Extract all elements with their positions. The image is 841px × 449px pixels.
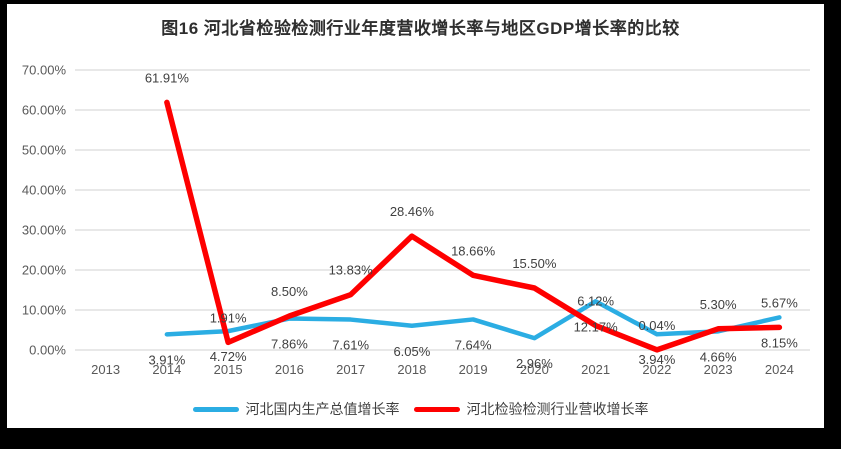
revenue-growth-line (164, 99, 783, 353)
y-axis-tick-label: 0.00% (29, 343, 66, 358)
gdp-data-label: 3.91% (148, 352, 185, 367)
chart-canvas (7, 4, 824, 428)
legend-item-revenue: 河北检验检测行业营收增长率 (413, 399, 649, 419)
chart-title: 图16 河北省检验检测行业年度营收增长率与地区GDP增长率的比较 (161, 19, 680, 38)
y-axis-tick-label: 60.00% (22, 103, 67, 118)
gdp-line-sample-icon (192, 406, 239, 412)
revenue-data-label: 28.46% (390, 204, 435, 219)
x-axis-tick-label: 2015 (214, 362, 243, 377)
x-axis-tick-label: 2020 (520, 362, 549, 377)
gdp-growth-line (164, 299, 782, 341)
revenue-data-label: 61.91% (145, 70, 190, 85)
x-axis-tick-label: 2021 (581, 362, 610, 377)
x-axis-tick-label: 2017 (336, 362, 365, 377)
y-axis-tick-label: 40.00% (22, 183, 67, 198)
gdp-data-label: 12.17% (574, 319, 619, 334)
gdp-data-label: 3.94% (638, 352, 675, 367)
gdp-data-label: 4.72% (210, 349, 247, 364)
x-axis-tick-label: 2019 (459, 362, 488, 377)
x-axis-tick-label: 2018 (397, 362, 426, 377)
y-axis-tick-label: 30.00% (22, 223, 67, 238)
revenue-data-label: 8.50% (271, 284, 308, 299)
y-axis-tick-label: 70.00% (22, 63, 67, 78)
gdp-data-label: 6.05% (393, 344, 430, 359)
legend-label-revenue: 河北检验检测行业营收增长率 (466, 401, 649, 417)
x-axis-tick-label: 2013 (91, 362, 120, 377)
x-axis-tick-label: 2024 (765, 362, 794, 377)
gdp-data-label: 7.64% (455, 337, 492, 352)
revenue-line-sample-icon (413, 406, 460, 412)
gdp-data-label: 4.66% (700, 349, 737, 364)
x-axis-tick-label: 2016 (275, 362, 304, 377)
revenue-data-label: 5.30% (700, 297, 737, 312)
y-axis-tick-label: 10.00% (22, 303, 67, 318)
x-axis-tick-label: 2023 (704, 362, 733, 377)
legend: 河北国内生产总值增长率 河北检验检测行业营收增长率 (0, 399, 841, 419)
gdp-data-label: 2.96% (516, 356, 553, 371)
legend-item-gdp: 河北国内生产总值增长率 (192, 399, 400, 419)
revenue-data-label: 0.04% (638, 318, 675, 333)
revenue-data-label: 18.66% (451, 243, 496, 258)
x-axis-tick-label: 2014 (152, 362, 181, 377)
revenue-data-label: 1.91% (210, 310, 247, 325)
revenue-data-label: 6.12% (577, 294, 614, 309)
revenue-data-label: 5.67% (761, 295, 798, 310)
gdp-data-label: 7.61% (332, 338, 369, 353)
legend-label-gdp: 河北国内生产总值增长率 (245, 401, 400, 417)
gdp-data-label: 8.15% (761, 335, 798, 350)
gdp-data-label: 7.86% (271, 337, 308, 352)
y-axis-tick-label: 20.00% (22, 263, 67, 278)
x-axis-tick-label: 2022 (642, 362, 671, 377)
revenue-data-label: 13.83% (329, 263, 374, 278)
revenue-data-label: 15.50% (512, 256, 557, 271)
y-axis-tick-label: 50.00% (22, 143, 67, 158)
